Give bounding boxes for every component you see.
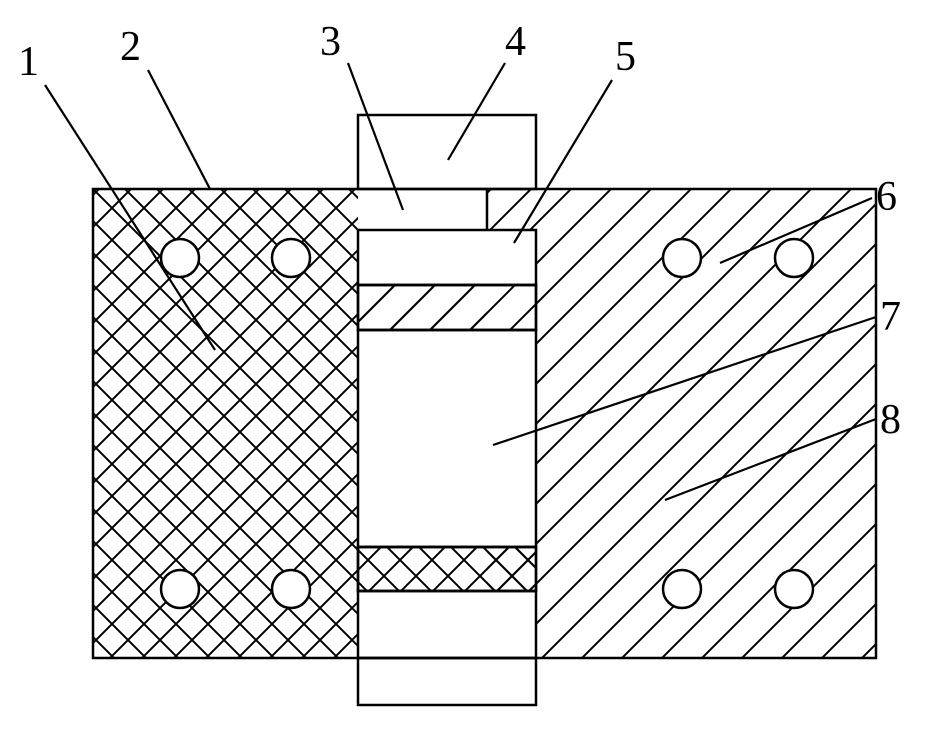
lintel-hatch bbox=[358, 285, 536, 330]
hole-circle bbox=[272, 239, 310, 277]
hole-circle bbox=[775, 570, 813, 608]
leader-line-4 bbox=[448, 63, 505, 160]
label-8: 8 bbox=[880, 397, 901, 443]
bottom-tab-outline bbox=[358, 658, 536, 705]
label-4: 4 bbox=[505, 19, 526, 65]
hole-circle bbox=[161, 239, 199, 277]
hole-circle bbox=[663, 239, 701, 277]
engineering-diagram: 1 2 3 4 5 6 7 8 bbox=[0, 0, 949, 752]
sill-hatch bbox=[358, 547, 536, 591]
label-2: 2 bbox=[120, 24, 141, 70]
hole-circle bbox=[775, 239, 813, 277]
top-tab-outline bbox=[358, 115, 536, 189]
label-6: 6 bbox=[876, 174, 897, 220]
hole-circle bbox=[272, 570, 310, 608]
upper-opening-outline bbox=[358, 230, 536, 285]
label-1: 1 bbox=[18, 39, 39, 85]
hole-circle bbox=[161, 570, 199, 608]
label-3: 3 bbox=[320, 19, 341, 65]
label-7: 7 bbox=[880, 294, 901, 340]
label-5: 5 bbox=[615, 34, 636, 80]
leader-line-2 bbox=[148, 70, 210, 189]
hole-circle bbox=[663, 570, 701, 608]
lower-opening-outline bbox=[358, 591, 536, 658]
